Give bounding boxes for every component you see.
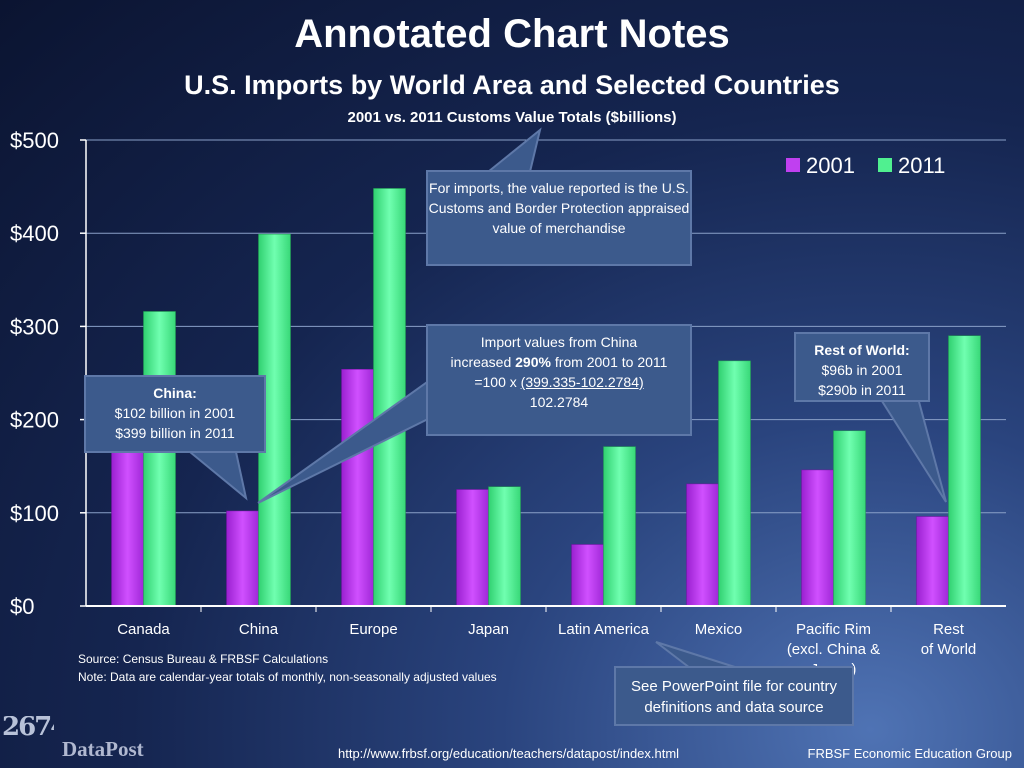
datapost-logo-icon: 2674037615322 — [2, 716, 54, 766]
china-increase-line1: Import values from China — [480, 334, 638, 350]
legend-swatch-2011 — [878, 158, 892, 172]
x-tick-label: Europe — [349, 621, 397, 638]
legend-swatch-2001 — [786, 158, 800, 172]
x-tick-label: Mexico — [695, 621, 743, 638]
callout-pointers — [187, 127, 947, 669]
bar-2001-5 — [686, 483, 719, 607]
data-note: Note: Data are calendar-year totals of m… — [78, 670, 497, 684]
bar-2001-1 — [226, 510, 259, 607]
china-increase-denominator: 102.2784 — [529, 394, 589, 410]
china-increase-line2: increased 290% from 2001 to 2011 — [428, 352, 690, 372]
china-increase-formula-prefix: =100 x — [474, 374, 521, 390]
china-increase-percent: 290% — [515, 354, 551, 370]
chart-title: Annotated Chart Notes — [294, 12, 730, 56]
bar-2001-2 — [341, 369, 374, 607]
china-increase-line2-post: from 2001 to 2011 — [550, 354, 668, 370]
china-callout-pointer — [187, 451, 248, 501]
row-callout-line1: $96b in 2001 — [821, 362, 903, 378]
china-increase-line3: =100 x (399.335-102.2784) — [428, 372, 690, 392]
china-callout-line1: $102 billion in 2001 — [114, 405, 236, 421]
bar-2001-7 — [916, 516, 949, 607]
x-tick-label: (excl. China & — [787, 641, 880, 658]
y-tick-label: $100 — [10, 501, 59, 526]
china-callout-line2: $399 billion in 2011 — [115, 425, 235, 441]
y-tick-label: $0 — [10, 594, 34, 619]
powerpoint-callout-text: See PowerPoint file for country definiti… — [631, 678, 837, 716]
y-tick-label: $400 — [10, 221, 59, 246]
china-increase-numerator: (399.335-102.2784) — [520, 374, 644, 390]
bar-2011-4 — [603, 446, 636, 607]
datapost-brand: DataPost — [62, 737, 144, 761]
row-callout-title: Rest of World: — [814, 342, 910, 358]
bar-2011-7 — [948, 335, 981, 607]
powerpoint-callout-pointer — [655, 641, 739, 669]
bar-2011-3 — [488, 486, 521, 607]
customs-value-text: For imports, the value reported is the U… — [428, 180, 690, 236]
china-increase-callout: Import values from China increased 290% … — [426, 324, 692, 436]
china-callout-title: China: — [153, 385, 197, 401]
bar-2011-0 — [143, 311, 176, 607]
bar-2011-5 — [718, 360, 751, 607]
china-callout: China: $102 billion in 2001 $399 billion… — [84, 375, 266, 453]
x-tick-label: Rest — [933, 621, 965, 638]
x-tick-label: China — [239, 621, 279, 638]
bar-2001-4 — [571, 544, 604, 607]
legend-label-2001: 2001 — [806, 153, 855, 178]
row-callout-pointer — [878, 397, 947, 503]
bar-2011-2 — [373, 188, 406, 607]
y-tick-labels: $0 $100 $200 $300 $400 $500 — [10, 128, 59, 619]
bar-2011-6 — [833, 430, 866, 607]
footer-url: http://www.frbsf.org/education/teachers/… — [338, 746, 680, 761]
axes — [80, 139, 1006, 612]
china-increase-line2-pre: increased — [450, 354, 516, 370]
y-tick-label: $500 — [10, 128, 59, 153]
customs-value-callout: For imports, the value reported is the U… — [426, 170, 692, 266]
x-tick-label: of World — [921, 641, 977, 658]
logo-digits: 2674037615322 — [2, 716, 54, 742]
x-tick-label: Pacific Rim — [796, 621, 871, 638]
legend: 2001 2011 — [786, 153, 945, 178]
chart-subsubtitle: 2001 vs. 2011 Customs Value Totals ($bil… — [347, 109, 677, 126]
chart-subtitle: U.S. Imports by World Area and Selected … — [184, 70, 840, 100]
y-tick-label: $300 — [10, 314, 59, 339]
y-tick-label: $200 — [10, 408, 59, 433]
bar-2001-6 — [801, 469, 834, 607]
bar-2001-3 — [456, 489, 489, 607]
row-callout-line2: $290b in 2011 — [818, 382, 906, 398]
powerpoint-callout: See PowerPoint file for country definiti… — [614, 666, 854, 726]
x-tick-label: Canada — [117, 621, 170, 638]
source-note: Source: Census Bureau & FRBSF Calculatio… — [78, 652, 329, 666]
footer-org: FRBSF Economic Education Group — [807, 746, 1012, 761]
x-tick-label: Latin America — [558, 621, 650, 638]
legend-label-2011: 2011 — [898, 153, 945, 178]
rest-of-world-callout: Rest of World: $96b in 2001 $290b in 201… — [794, 332, 930, 402]
x-tick-label: Japan — [468, 621, 509, 638]
x-tick-labels: Canada China Europe Japan Latin America Mexic… — [117, 621, 976, 678]
